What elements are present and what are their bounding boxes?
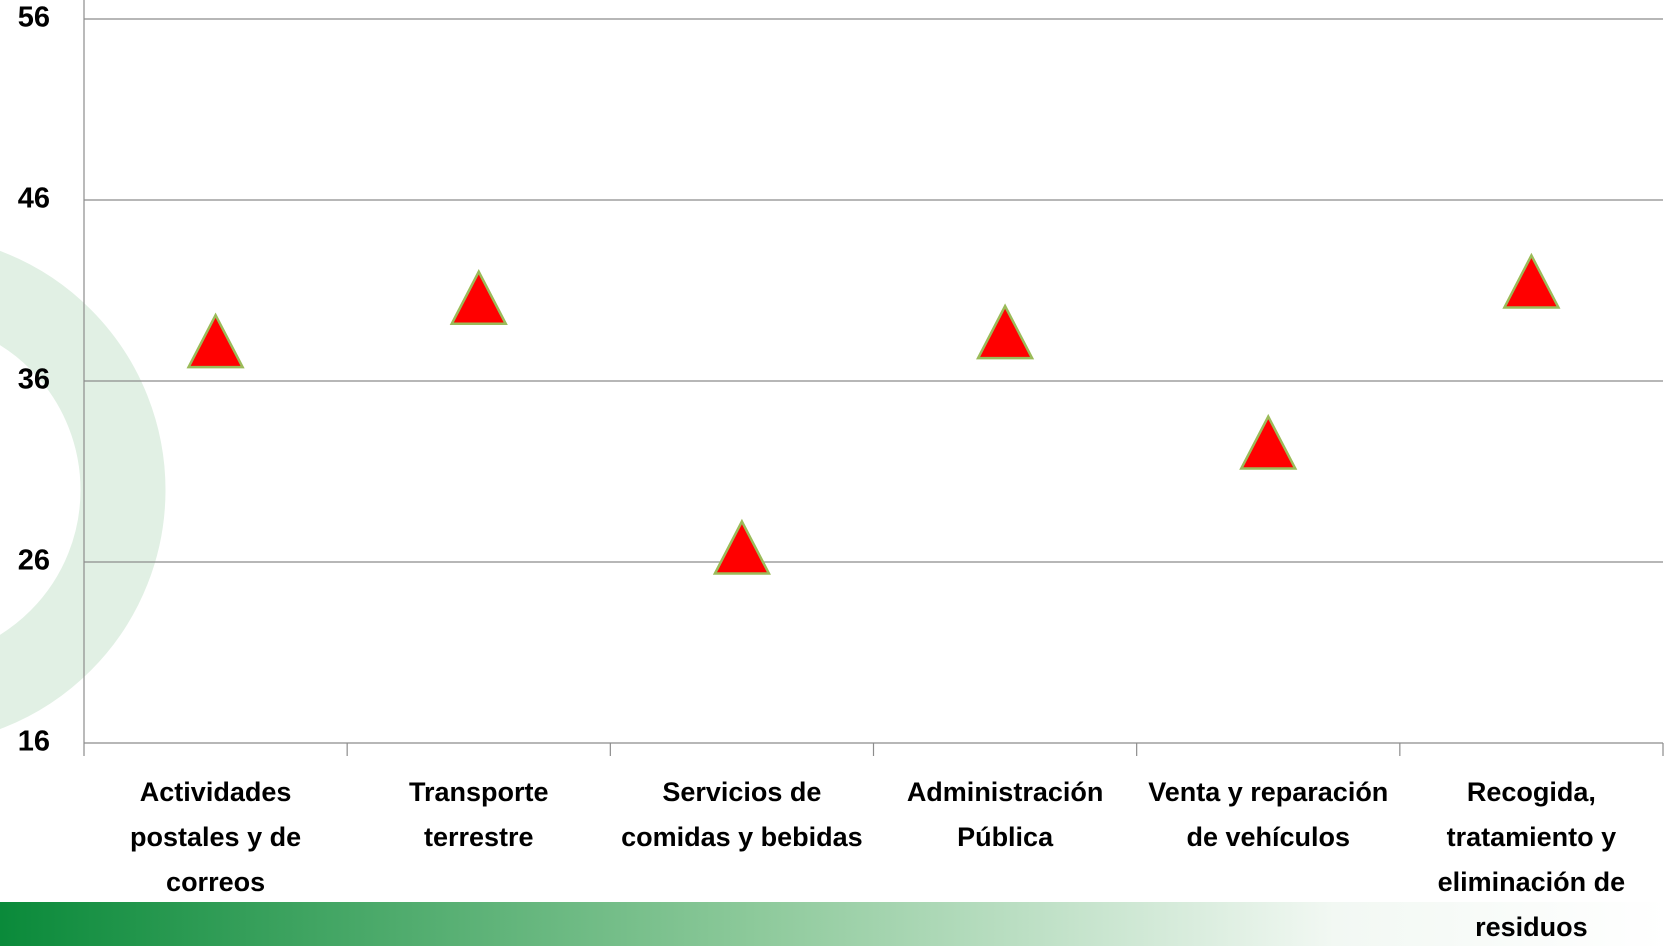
x-tick-label: Actividades postales y de correos <box>130 777 302 897</box>
y-tick-label: 26 <box>18 545 50 577</box>
y-tick-label: 46 <box>18 183 50 215</box>
marker <box>449 269 508 325</box>
x-tick-label: Administración Pública <box>906 777 1104 852</box>
y-tick-label: 16 <box>18 726 50 758</box>
y-tick-label: 56 <box>18 2 50 34</box>
x-tick-label: Servicios de comidas y bebidas <box>621 777 863 852</box>
x-tick-label: Transporte terrestre <box>408 777 549 852</box>
marker <box>712 518 771 575</box>
x-tick-label: Venta y reparación de vehículos <box>1148 777 1389 852</box>
x-tick-label: Recogida, tratamiento y eliminación de r… <box>1437 777 1626 942</box>
footer-bar <box>0 902 1668 946</box>
decor-ring <box>0 250 166 730</box>
y-tick-label: 36 <box>18 364 50 396</box>
marker <box>976 303 1035 360</box>
marker <box>1239 413 1298 470</box>
marker <box>186 312 245 369</box>
marker <box>1502 252 1561 309</box>
